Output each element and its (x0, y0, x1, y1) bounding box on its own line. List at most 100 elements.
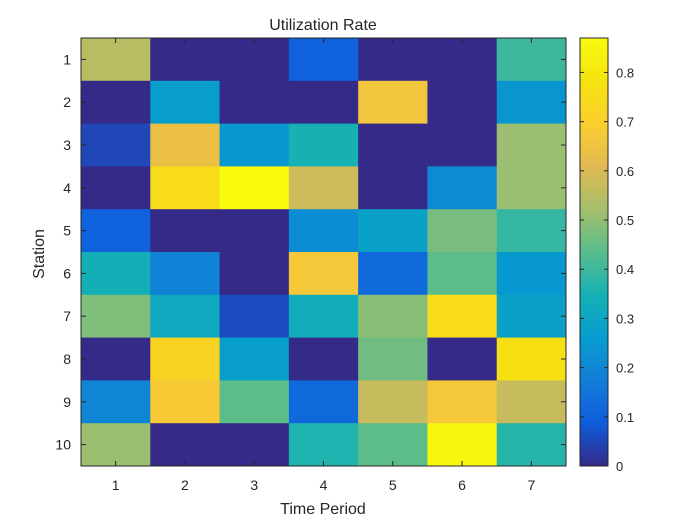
y-axis-ticks: 1 2 3 4 5 6 7 8 9 10 (55, 51, 566, 453)
y-tick-label: 7 (63, 308, 71, 324)
heatmap-cell (219, 38, 290, 82)
heatmap-cell (427, 337, 498, 381)
heatmap-cell (150, 380, 221, 424)
heatmap-cell (358, 209, 428, 253)
heatmap-cell (150, 209, 221, 253)
heatmap-cell (496, 337, 567, 381)
x-tick-label: 1 (112, 477, 120, 493)
heatmap-cell (81, 252, 151, 296)
heatmap-cell (496, 166, 567, 210)
heatmap-cell (427, 209, 498, 253)
colorbar-gradient (580, 38, 608, 466)
colorbar-tick-label: 0.8 (616, 65, 634, 80)
colorbar: 0 0.1 0.2 0.3 0.4 0.5 0.6 0.7 0.8 (579, 37, 634, 474)
y-tick-label: 9 (63, 394, 71, 410)
chart-title: Utilization Rate (269, 17, 377, 34)
colorbar-tick-label: 0.3 (616, 311, 634, 326)
heatmap-cell (219, 252, 290, 296)
heatmap-cell (427, 423, 498, 467)
heatmap-cell (150, 423, 221, 467)
heatmap-cell (219, 166, 290, 210)
heatmap-cell (288, 166, 359, 210)
heatmap-cell (288, 380, 359, 424)
x-tick-label: 2 (181, 477, 189, 493)
heatmap-cell (358, 166, 428, 210)
heatmap-cell (219, 123, 290, 167)
colorbar-frame (579, 37, 609, 467)
heatmap-cell (358, 337, 428, 381)
heatmap-cell (288, 38, 359, 82)
heatmap-cell (219, 337, 290, 381)
colorbar-tick-label: 0.1 (616, 410, 634, 425)
heatmap-cell (288, 252, 359, 296)
heatmap-cell (81, 294, 151, 339)
heatmap-cell (81, 38, 151, 82)
heatmap-cell (496, 252, 567, 296)
y-tick-label: 3 (63, 137, 71, 153)
heatmap-cell (150, 337, 221, 381)
heatmap-cell (219, 423, 290, 467)
y-tick-label: 5 (63, 223, 71, 239)
x-tick-label: 7 (527, 477, 535, 493)
heatmap-cell (358, 38, 428, 82)
heatmap-cell (496, 80, 567, 125)
heatmap-cell (150, 294, 221, 339)
heatmap-cell (496, 123, 567, 167)
heatmap-cell (81, 166, 151, 210)
heatmap-cell (150, 166, 221, 210)
heatmap-cell (150, 38, 221, 82)
heatmap-cell (150, 123, 221, 167)
heatmap-cell (288, 80, 359, 125)
heatmap-cell (358, 80, 428, 125)
heatmap-cell (81, 123, 151, 167)
x-axis-label: Time Period (280, 501, 366, 518)
colorbar-tick-label: 0.7 (616, 115, 634, 130)
heatmap-cell (150, 252, 221, 296)
colorbar-tick-label: 0.4 (616, 262, 634, 277)
colorbar-tick-label: 0.6 (616, 164, 634, 179)
heatmap-cell (288, 209, 359, 253)
heatmap-cell (427, 380, 498, 424)
colorbar-tick-label: 0 (616, 459, 623, 474)
heatmap-cell (81, 80, 151, 125)
heatmap-cell (81, 423, 151, 467)
heatmap-cell (219, 294, 290, 339)
heatmap-cell (358, 380, 428, 424)
heatmap-cell (427, 294, 498, 339)
x-tick-label: 4 (320, 477, 328, 493)
heatmap-cell (496, 294, 567, 339)
heatmap-cell (288, 337, 359, 381)
y-tick-label: 1 (63, 51, 71, 67)
heatmap-cell (81, 209, 151, 253)
y-axis-label: Station (31, 229, 48, 279)
heatmap-cell (358, 123, 428, 167)
heatmap-cell (358, 423, 428, 467)
heatmap-cell (427, 123, 498, 167)
x-tick-label: 5 (389, 477, 397, 493)
heatmap-cell (427, 166, 498, 210)
heatmap-cell (358, 252, 428, 296)
heatmap-cell (219, 80, 290, 125)
y-tick-label: 2 (63, 94, 71, 110)
x-axis-ticks: 1 2 3 4 5 6 7 (112, 38, 535, 493)
heatmap-cell (427, 252, 498, 296)
y-tick-label: 8 (63, 351, 71, 367)
y-tick-label: 6 (63, 265, 71, 281)
colorbar-tick-label: 0.5 (616, 213, 634, 228)
heatmap-cell (288, 423, 359, 467)
y-tick-label: 10 (55, 437, 71, 453)
heatmap-cell (496, 380, 567, 424)
colorbar-tick-label: 0.2 (616, 361, 634, 376)
heatmap-cell (219, 209, 290, 253)
heatmap-cell (427, 38, 498, 82)
heatmap-cell (81, 337, 151, 381)
heatmap-cell (496, 423, 567, 467)
heatmap-cell (496, 38, 567, 82)
heatmap-cell (219, 380, 290, 424)
heatmap-cell (427, 80, 498, 125)
heatmap-cell (288, 123, 359, 167)
heatmap-cell (150, 80, 221, 125)
heatmap-cell (81, 380, 151, 424)
